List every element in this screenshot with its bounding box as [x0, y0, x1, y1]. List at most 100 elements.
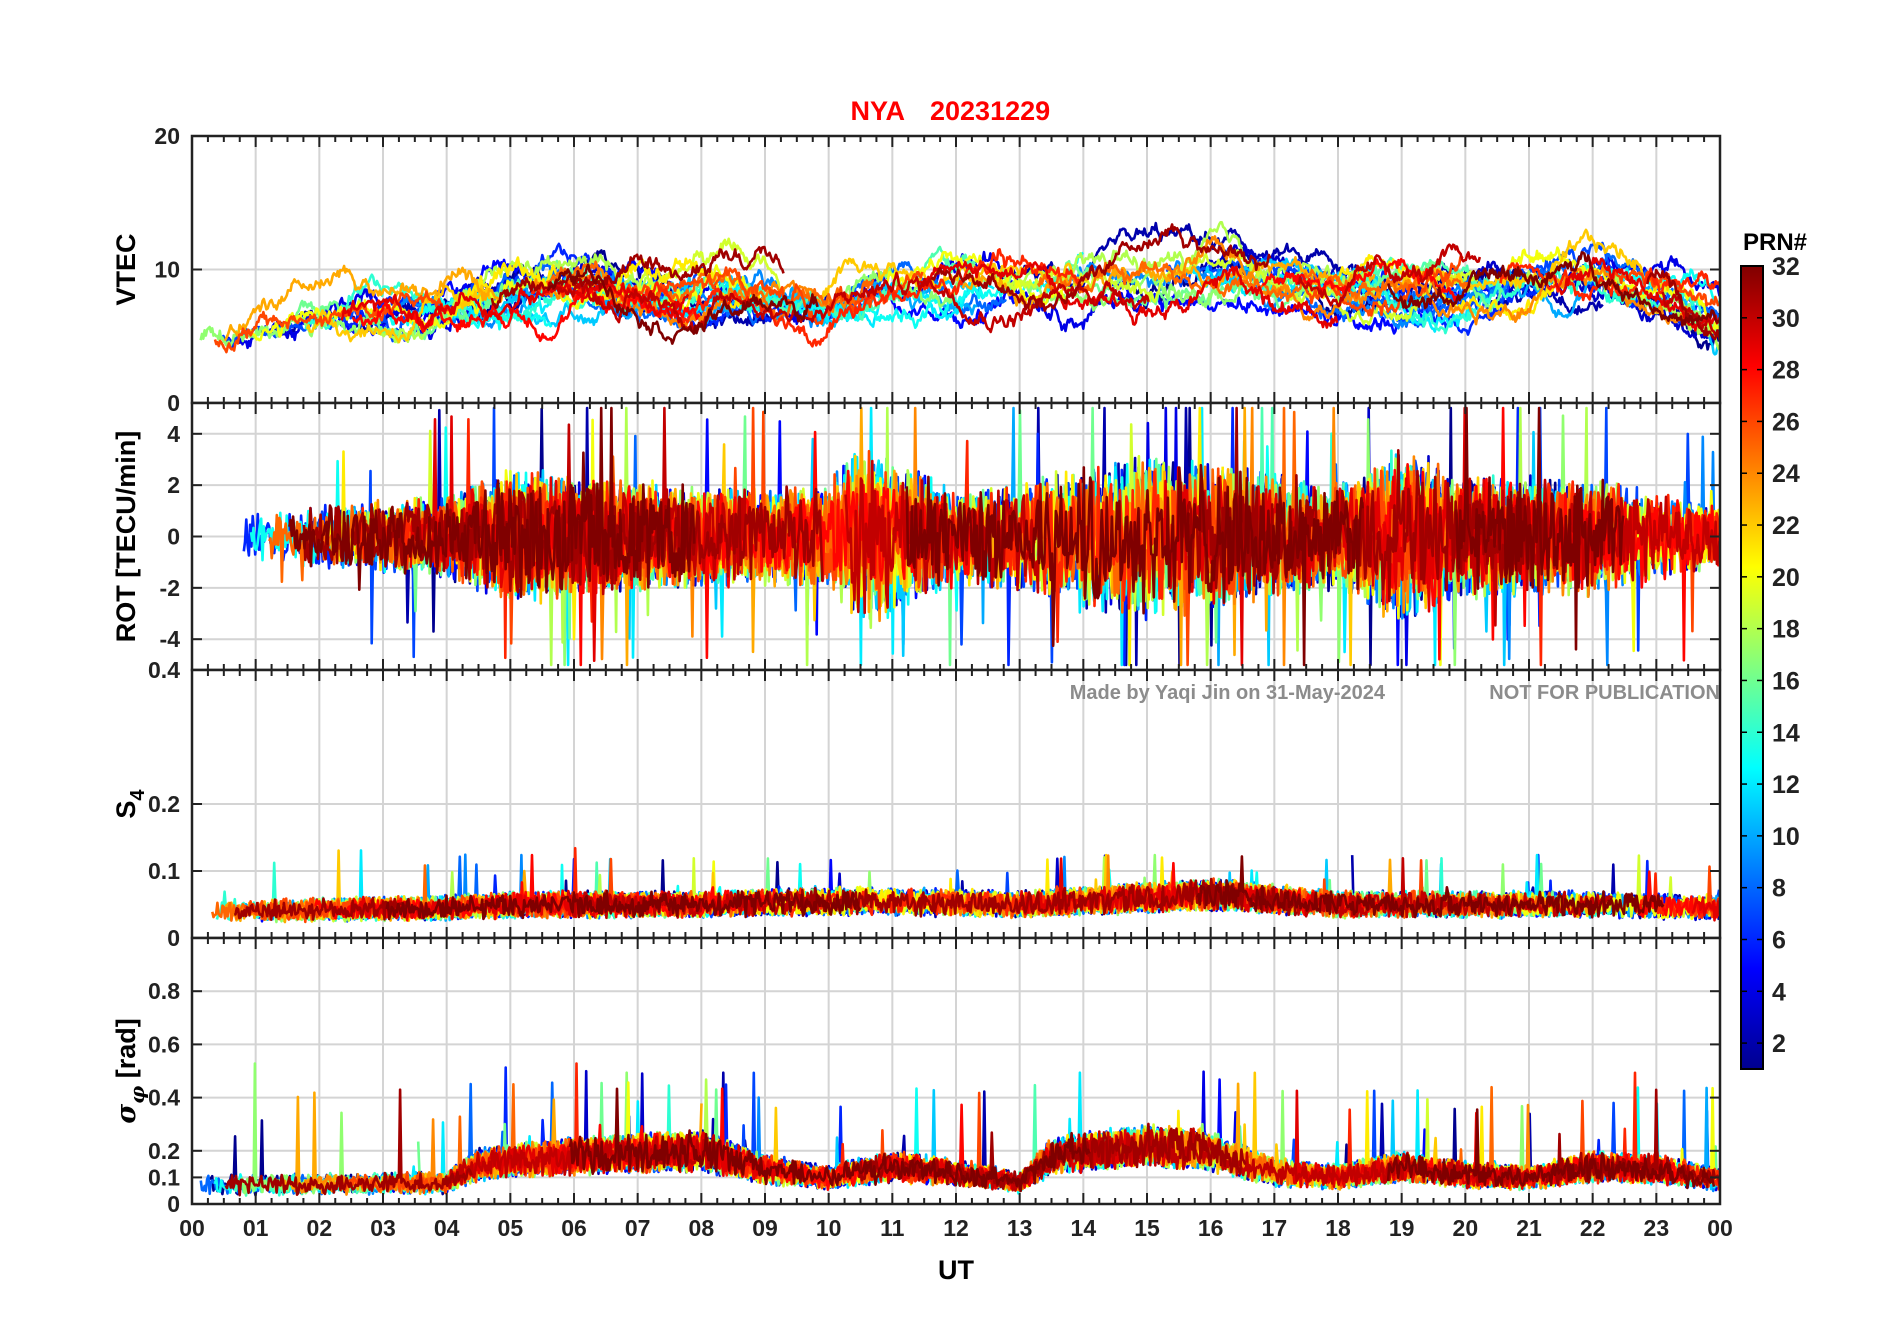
series-prn-32 — [546, 263, 819, 345]
colorbar-tick-label: 12 — [1772, 771, 1800, 799]
series-prn-32 — [905, 463, 1364, 667]
y-tick-label: 0 — [167, 390, 180, 416]
colorbar-tick-label: 8 — [1772, 875, 1786, 903]
series-prn-32 — [288, 406, 696, 599]
x-tick-label: 05 — [498, 1215, 524, 1241]
y-tick-label: 0 — [167, 1191, 180, 1217]
series-prn-31 — [799, 877, 1298, 918]
y-axis-label: σφ [rad] — [111, 1018, 149, 1124]
y-tick-label: 4 — [167, 421, 180, 447]
x-tick-label: 03 — [370, 1215, 396, 1241]
series-prn-30 — [553, 271, 1150, 334]
colorbar-tick-label: 4 — [1772, 978, 1786, 1006]
plot-frame — [190, 936, 1722, 1206]
y-tick-label: 0.4 — [148, 657, 180, 683]
series-prn-31 — [233, 896, 407, 922]
x-tick-label: 10 — [816, 1215, 842, 1241]
y-tick-label: 0.2 — [148, 1138, 180, 1164]
y-tick-label: 0.1 — [148, 858, 180, 884]
series-prn-29 — [1545, 256, 1720, 332]
series-prn-26 — [213, 290, 457, 354]
panel-sigma_phi: 00.10.2 0.4 0.6 0.8 σφ [rad] 00 01 02 03 04 05 06 07… — [111, 936, 1733, 1285]
x-tick-label: 23 — [1644, 1215, 1670, 1241]
series-prn-31 — [1646, 268, 1720, 341]
series-group — [211, 846, 1720, 924]
series-group — [242, 406, 1720, 667]
title-date: 20231229 — [930, 96, 1050, 126]
x-tick-label: 00 — [179, 1215, 205, 1241]
series-prn-31 — [224, 1088, 473, 1197]
watermark-author: Made by Yaqi Jin on 31-May-2024 — [1070, 682, 1386, 704]
watermark-notice: NOT FOR PUBLICATION — [1489, 682, 1720, 704]
colorbar-tick-label: 6 — [1772, 926, 1786, 954]
series-prn-30 — [569, 889, 821, 920]
x-tick-label: 04 — [434, 1215, 460, 1241]
colorbar-tick-label: 30 — [1772, 305, 1800, 333]
y-tick-label: 0.8 — [148, 978, 180, 1004]
series-prn-32 — [1455, 406, 1625, 651]
x-tick-label: 11 — [880, 1215, 905, 1241]
x-tick-label: 02 — [307, 1215, 333, 1241]
y-axis-label: VTEC — [111, 233, 141, 305]
colorbar-tick-label: 18 — [1772, 616, 1800, 644]
series-prn-25 — [1036, 260, 1471, 303]
y-tick-label: 0.2 — [148, 791, 180, 817]
y-axis-label: S4 — [111, 789, 149, 819]
colorbar-tick-label: 20 — [1772, 564, 1800, 592]
series-prn-26 — [619, 266, 924, 326]
colorbar-title: PRN# — [1743, 229, 1807, 256]
colorbar-tick-label: 14 — [1772, 719, 1800, 747]
x-tick-label: 18 — [1325, 1215, 1351, 1241]
x-tick-label: 09 — [752, 1215, 778, 1241]
x-tick-label: 00 — [1707, 1215, 1733, 1241]
x-axis-label: UT — [938, 1255, 974, 1285]
x-tick-label: 08 — [689, 1215, 715, 1241]
colorbar-tick-label: 24 — [1772, 460, 1800, 488]
x-tick-label: 21 — [1516, 1215, 1542, 1241]
colorbar-tick-label: 26 — [1772, 408, 1800, 436]
y-tick-label: -2 — [160, 575, 180, 601]
colorbar-gradient — [1740, 265, 1764, 1070]
series-prn-32 — [568, 1087, 1091, 1193]
series-prn-32 — [385, 889, 862, 921]
y-tick-label: 10 — [154, 257, 180, 283]
colorbar-tick-label: 32 — [1772, 253, 1800, 281]
series-prn-30 — [1661, 291, 1720, 341]
y-tick-label: 0 — [167, 524, 180, 550]
colorbar-tick-label: 2 — [1772, 1030, 1786, 1058]
series-prn-27 — [529, 248, 1081, 348]
series-prn-32 — [1387, 251, 1720, 327]
x-tick-label: 20 — [1453, 1215, 1479, 1241]
x-tick-label: 16 — [1198, 1215, 1224, 1241]
series-prn-29 — [340, 281, 690, 330]
series-prn-26 — [1609, 269, 1720, 307]
x-tick-label: 19 — [1389, 1215, 1415, 1241]
panel-vtec: 0 10 20 VTEC — [111, 123, 1722, 416]
series-group — [199, 1062, 1720, 1197]
series-prn-20 — [885, 251, 1068, 306]
y-tick-label: 0.4 — [148, 1085, 180, 1111]
y-tick-label: -4 — [160, 626, 181, 652]
panel-s4: 0 0.1 0.2 0.4 S4 — [111, 657, 1722, 951]
title-station: NYA — [850, 96, 905, 126]
series-prn-23 — [223, 264, 504, 341]
panel-rot: -4 -2 0 2 4 ROT [TECU/min] — [111, 401, 1722, 672]
series-group — [199, 221, 1720, 356]
series-prn-31 — [930, 223, 1272, 313]
x-tick-label: 22 — [1580, 1215, 1606, 1241]
series-prn-29 — [1691, 896, 1720, 922]
y-tick-label: 0.6 — [148, 1031, 180, 1057]
series-prn-29 — [919, 260, 1339, 329]
y-axis-label: ROT [TECU/min] — [111, 431, 141, 642]
series-prn-26 — [1300, 255, 1464, 317]
y-tick-label: 0 — [167, 925, 180, 951]
series-prn-32 — [1386, 1108, 1716, 1190]
x-tick-label: 15 — [1134, 1215, 1160, 1241]
colorbar-tick-label: 10 — [1772, 823, 1800, 851]
y-tick-label: 20 — [154, 123, 180, 149]
y-tick-label: 2 — [167, 472, 180, 498]
x-tick-label: 07 — [625, 1215, 651, 1241]
